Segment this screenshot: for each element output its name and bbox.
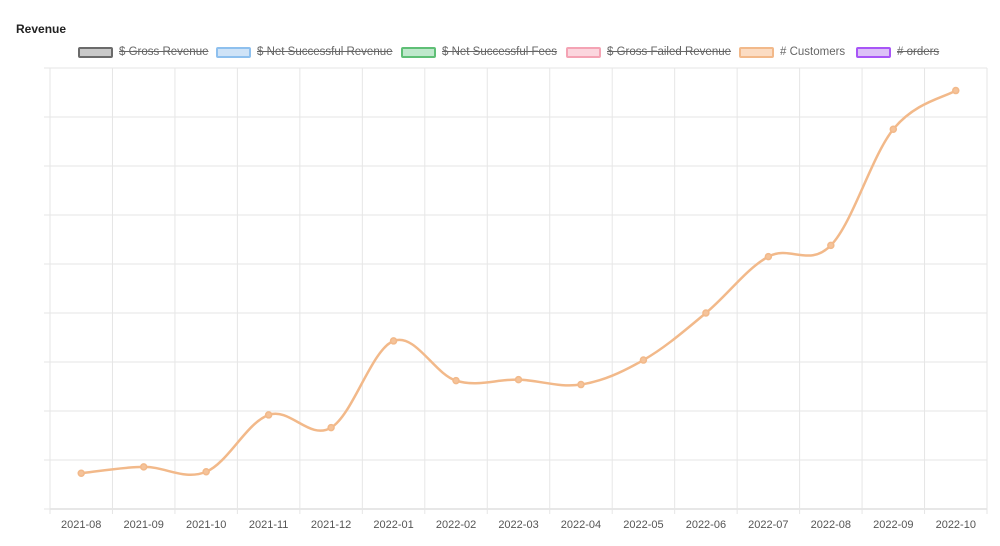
- x-tick-label: 2021-09: [124, 519, 164, 531]
- legend-swatch-net-successful-fees: [401, 46, 436, 58]
- x-tick-label: 2022-05: [623, 519, 663, 531]
- data-point-customers: [702, 309, 710, 317]
- legend-swatch-net-successful-revenue: [216, 46, 251, 58]
- x-tick-label: 2022-10: [936, 519, 976, 531]
- x-tick-label: 2021-12: [311, 519, 351, 531]
- legend-label-net-successful-fees: $ Net Successful Fees: [442, 46, 558, 58]
- data-point-customers: [389, 337, 398, 345]
- x-tick-label: 2021-11: [249, 519, 289, 531]
- data-point-customers: [77, 469, 85, 477]
- legend-swatch-orders: [856, 46, 891, 58]
- data-point-customers: [764, 252, 773, 261]
- legend-label-net-successful-revenue: $ Net Successful Revenue: [257, 46, 393, 58]
- data-point-customers: [639, 356, 648, 364]
- chart-title: Revenue: [16, 22, 67, 36]
- legend-label-customers: # Customers: [780, 46, 846, 58]
- legend-item-gross-failed-revenue[interactable]: $ Gross Failed Revenue: [566, 43, 731, 61]
- data-point-customers: [327, 423, 335, 432]
- data-point-customers: [139, 463, 148, 471]
- x-tick-label: 2022-03: [498, 519, 538, 531]
- legend-item-gross-revenue[interactable]: $ Gross Revenue: [78, 43, 209, 61]
- legend-item-net-successful-revenue[interactable]: $ Net Successful Revenue: [216, 43, 393, 61]
- legend-label-orders: # orders: [897, 46, 940, 58]
- legend-swatch-gross-failed-revenue: [566, 46, 601, 58]
- x-tick-label: 2022-09: [873, 519, 913, 531]
- legend-item-orders[interactable]: # orders: [856, 43, 939, 61]
- data-point-customers: [889, 125, 898, 133]
- x-tick-label: 2021-10: [186, 519, 226, 531]
- x-tick-label: 2022-06: [686, 519, 726, 531]
- x-tick-label: 2022-02: [436, 519, 476, 531]
- data-point-customers: [514, 375, 523, 384]
- legend-item-customers[interactable]: # Customers: [739, 43, 845, 61]
- data-point-customers: [202, 468, 210, 476]
- x-tick-label: 2022-08: [811, 519, 851, 531]
- x-tick-label: 2021-08: [61, 519, 101, 531]
- x-tick-label: 2022-04: [561, 519, 601, 531]
- data-point-customers: [827, 241, 835, 250]
- legend-label-gross-failed-revenue: $ Gross Failed Revenue: [607, 46, 732, 58]
- data-point-customers: [577, 380, 585, 389]
- series-line-customers: [79, 89, 958, 477]
- data-point-customers: [452, 376, 460, 385]
- legend-swatch-customers: [739, 46, 774, 58]
- x-tick-label: 2022-01: [373, 519, 413, 531]
- legend-swatch-gross-revenue: [78, 46, 113, 58]
- data-point-customers: [264, 411, 273, 419]
- x-tick-label: 2022-07: [748, 519, 788, 531]
- legend-item-net-successful-fees[interactable]: $ Net Successful Fees: [401, 43, 557, 61]
- legend-label-gross-revenue: $ Gross Revenue: [119, 46, 209, 58]
- data-point-customers: [952, 86, 960, 95]
- chart-legend: $ Gross Revenue $ Net Successful Revenue…: [0, 43, 1000, 61]
